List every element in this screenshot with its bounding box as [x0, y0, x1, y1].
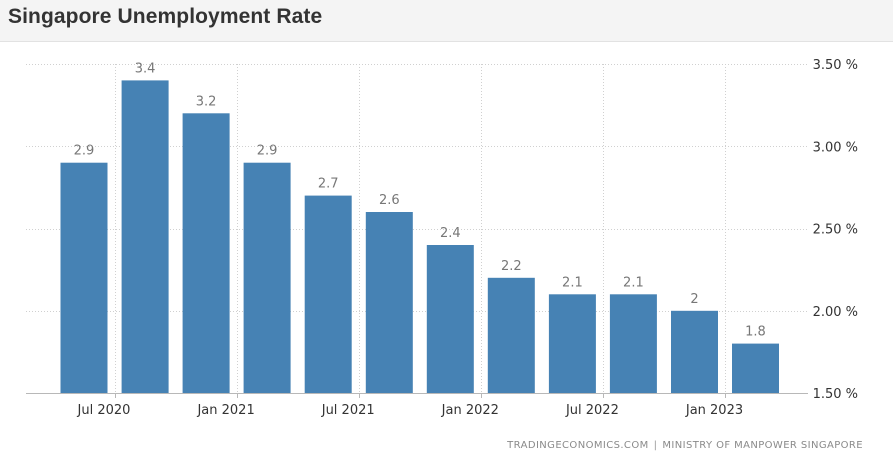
bar-value-label: 2.7: [318, 177, 339, 192]
y-tick-label: 3.00 %: [813, 140, 858, 155]
bar: [548, 294, 596, 393]
bar: [182, 113, 230, 394]
bar-value-label: 2.9: [257, 144, 278, 159]
x-tick-label: Jan 2022: [441, 403, 499, 418]
x-tick-label: Jul 2022: [565, 403, 619, 418]
chart-title: Singapore Unemployment Rate: [8, 5, 323, 28]
y-tick-label: 3.50 %: [813, 58, 858, 73]
bar-value-label: 3.4: [135, 61, 156, 76]
bar: [304, 195, 352, 393]
bar-value-label: 3.2: [196, 94, 217, 109]
bar-value-label: 2: [690, 292, 698, 307]
bar: [60, 162, 108, 393]
y-tick-label: 2.50 %: [813, 223, 858, 238]
x-tick-label: Jul 2020: [77, 403, 131, 418]
bar-value-label: 1.8: [745, 325, 766, 340]
y-tick-label: 2.00 %: [813, 305, 858, 320]
bar: [121, 80, 169, 394]
source-ministry[interactable]: MINISTRY OF MANPOWER SINGAPORE: [662, 440, 863, 451]
x-tick-label: Jul 2021: [321, 403, 375, 418]
bar: [609, 294, 657, 393]
x-tick-label: Jan 2023: [685, 403, 743, 418]
y-tick-label: 1.50 %: [813, 387, 858, 402]
source-attribution: TRADINGECONOMICS.COM | MINISTRY OF MANPOWE…: [507, 440, 863, 451]
bar: [671, 310, 718, 394]
bar: [732, 343, 779, 393]
bar-value-label: 2.6: [379, 193, 400, 208]
bar-value-label: 2.1: [623, 275, 644, 290]
source-tradingeconomics[interactable]: TRADINGECONOMICS.COM: [507, 440, 649, 451]
x-tick-label: Jan 2021: [196, 403, 254, 418]
bar: [426, 245, 474, 393]
title-bar: Singapore Unemployment Rate: [0, 0, 893, 42]
source-separator: |: [653, 440, 658, 451]
bar: [487, 277, 535, 393]
bar-value-label: 2.4: [440, 226, 461, 241]
bar-value-label: 2.2: [501, 259, 522, 274]
bar-value-label: 2.1: [562, 275, 583, 290]
bar: [365, 212, 413, 393]
bar: [243, 162, 291, 393]
bar-value-label: 2.9: [74, 144, 95, 159]
